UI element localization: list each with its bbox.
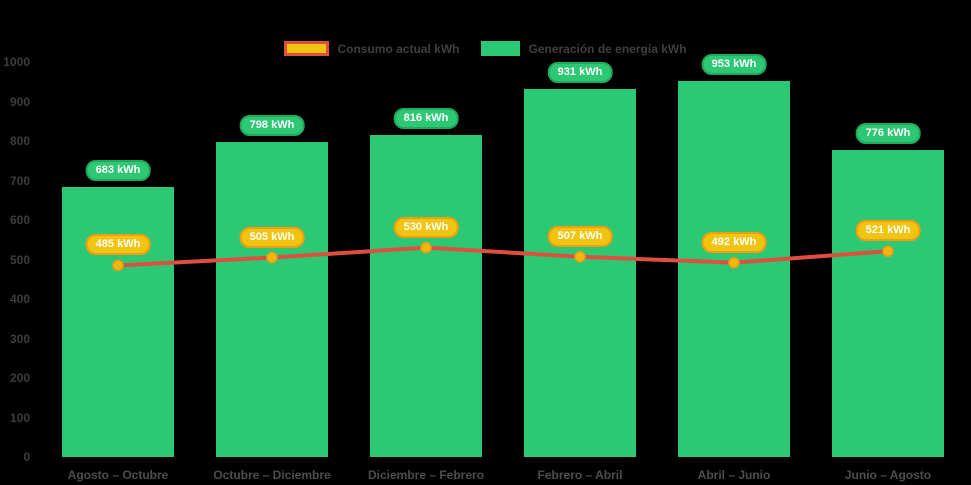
y-axis-tick-label: 900 — [9, 94, 30, 109]
consumo-value-label: 521 kWh — [855, 220, 921, 242]
legend-item-consumo[interactable]: Consumo actual kWh — [284, 41, 459, 56]
y-axis-tick-label: 600 — [9, 213, 30, 227]
y-axis-tick-label: 800 — [9, 134, 30, 148]
y-axis-tick-label: 0 — [23, 450, 30, 464]
consumo-point[interactable] — [728, 256, 740, 269]
x-axis-category-label: Junio – Agosto — [844, 468, 932, 482]
legend-label-consumo: Consumo actual kWh — [337, 41, 460, 56]
bar-value-label: 931 kWh — [547, 62, 613, 84]
bar-value-label: 776 kWh — [855, 123, 921, 145]
y-axis-tick-label: 200 — [9, 371, 30, 385]
x-axis-category-label: Abril – Junio — [697, 468, 771, 482]
consumo-value-label: 492 kWh — [701, 231, 767, 253]
y-axis-tick-label: 100 — [9, 410, 30, 425]
legend-item-generacion[interactable]: Generación de energía kWh — [481, 41, 687, 56]
y-axis-tick-label: 500 — [9, 252, 30, 267]
consumo-point[interactable] — [420, 241, 432, 254]
bar-generacion[interactable] — [216, 141, 328, 457]
consumo-line — [117, 245, 889, 268]
bar-generacion[interactable] — [678, 80, 790, 457]
consumo-value-label: 485 kWh — [85, 234, 151, 256]
y-axis-tick-label: 400 — [9, 292, 30, 306]
consumo-value-label: 530 kWh — [393, 216, 459, 238]
consumo-point[interactable] — [266, 251, 278, 264]
legend-swatch-consumo — [284, 41, 330, 56]
bar-value-label: 683 kWh — [85, 160, 151, 182]
bar-generacion[interactable] — [370, 134, 482, 457]
x-axis-category-label: Agosto – Octubre — [67, 468, 169, 482]
legend: Consumo actual kWh Generación de energía… — [0, 41, 971, 56]
consumo-value-label: 505 kWh — [239, 226, 305, 248]
bar-generacion[interactable] — [524, 89, 636, 457]
legend-label-generacion: Generación de energía kWh — [528, 41, 687, 56]
y-axis-tick-label: 300 — [9, 331, 30, 346]
bar-generacion[interactable] — [832, 150, 944, 457]
x-axis-category-label: Octubre – Diciembre — [213, 468, 331, 482]
legend-swatch-generacion — [481, 41, 521, 56]
x-axis-category-label: Febrero – Abril — [537, 468, 623, 482]
y-axis-tick-label: 1000 — [3, 55, 30, 69]
y-axis-tick-label: 700 — [9, 173, 30, 188]
consumo-point[interactable] — [882, 245, 894, 257]
consumo-value-label: 507 kWh — [547, 225, 613, 247]
bar-value-label: 798 kWh — [239, 114, 305, 136]
consumo-point[interactable] — [112, 259, 124, 272]
bar-generacion[interactable] — [62, 187, 174, 457]
x-axis-category-label: Diciembre – Febrero — [367, 468, 485, 482]
bar-value-label: 953 kWh — [701, 53, 767, 75]
bar-value-label: 816 kWh — [393, 107, 459, 129]
consumo-point[interactable] — [574, 250, 586, 263]
